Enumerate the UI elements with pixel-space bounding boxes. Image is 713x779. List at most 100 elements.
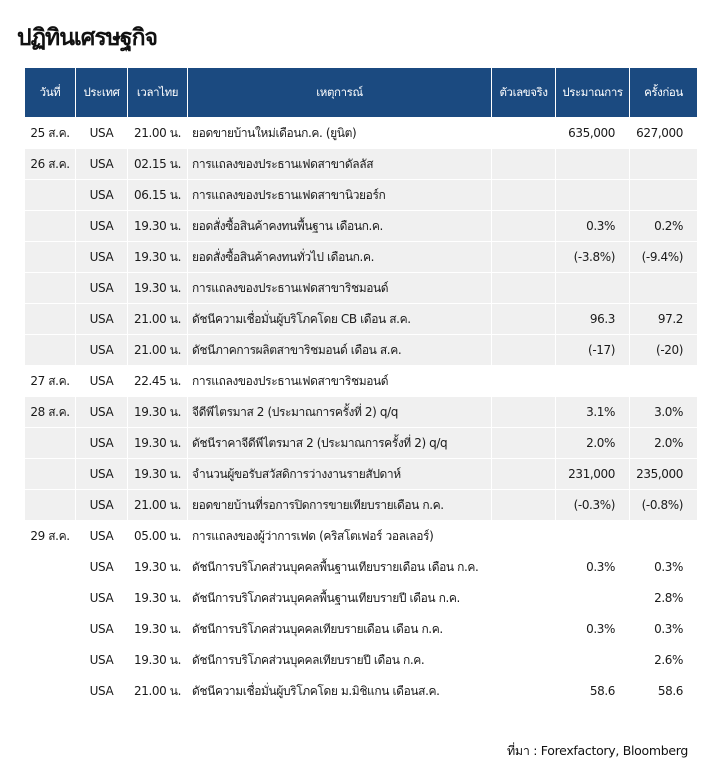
cell-event: ยอดสั่งซื้อสินค้าคงทนพื้นฐาน เดือนก.ค. — [187, 210, 492, 242]
cell-actual — [491, 117, 556, 149]
table-row: 27 ส.ค. USA 22.45 น. การแถลงของประธานเฟดสาข… — [24, 365, 698, 397]
cell-previous — [629, 520, 698, 552]
cell-forecast: (-17) — [555, 334, 630, 366]
table-row: 25 ส.ค. USA 21.00 น. ยอดขายบ้านใหม่เดือนก.ค… — [24, 117, 698, 149]
column-header-forecast: ประมาณการ — [555, 68, 630, 118]
table-row: USA 19.30 น. ยอดสั่งซื้อสินค้าคงทนพื้นฐาน … — [24, 210, 698, 242]
cell-actual — [491, 365, 556, 397]
cell-date: 28 ส.ค. — [24, 396, 76, 428]
cell-date: 27 ส.ค. — [24, 365, 76, 397]
cell-event: ยอดสั่งซื้อสินค้าคงทนทั่วไป เดือนก.ค. — [187, 241, 492, 273]
cell-date — [24, 675, 76, 707]
cell-event: ดัชนีความเชื่อมั่นผู้บริโภคโดย CB เดือน … — [187, 303, 492, 335]
table-row: USA 19.30 น. ดัชนีราคาจีดีพีไตรมาส 2 (ประม… — [24, 427, 698, 459]
cell-country: USA — [75, 613, 128, 645]
cell-date: 25 ส.ค. — [24, 117, 76, 149]
source-note: ที่มา : Forexfactory, Bloomberg — [506, 743, 688, 758]
cell-previous: 97.2 — [629, 303, 698, 335]
cell-actual — [491, 613, 556, 645]
cell-actual — [491, 148, 556, 180]
cell-actual — [491, 272, 556, 304]
table-row: USA 19.30 น. ดัชนีการบริโภคส่วนบุคคลพื้นฐา… — [24, 551, 698, 583]
cell-time: 19.30 น. — [127, 427, 188, 459]
cell-forecast: 0.3% — [555, 613, 630, 645]
cell-forecast: 58.6 — [555, 675, 630, 707]
cell-forecast: 0.3% — [555, 551, 630, 583]
cell-previous: 0.3% — [629, 613, 698, 645]
column-header-time: เวลาไทย — [127, 68, 188, 118]
cell-actual — [491, 582, 556, 614]
cell-time: 21.00 น. — [127, 117, 188, 149]
cell-date — [24, 334, 76, 366]
cell-time: 21.00 น. — [127, 334, 188, 366]
cell-time: 22.45 น. — [127, 365, 188, 397]
cell-date — [24, 613, 76, 645]
cell-time: 19.30 น. — [127, 241, 188, 273]
table-row: USA 19.30 น. จำนวนผู้ขอรับสวัสดิการว่างงาน… — [24, 458, 698, 490]
table-row: USA 19.30 น. การแถลงของประธานเฟดสาขาริชมอน… — [24, 272, 698, 304]
cell-time: 21.00 น. — [127, 489, 188, 521]
cell-actual — [491, 241, 556, 273]
cell-country: USA — [75, 427, 128, 459]
cell-event: ดัชนีราคาจีดีพีไตรมาส 2 (ประมาณการครั้งท… — [187, 427, 492, 459]
cell-event: การแถลงของประธานเฟดสาขาดัลลัส — [187, 148, 492, 180]
cell-actual — [491, 427, 556, 459]
cell-time: 21.00 น. — [127, 303, 188, 335]
cell-time: 19.30 น. — [127, 613, 188, 645]
cell-event: การแถลงของประธานเฟดสาขาริชมอนด์ — [187, 365, 492, 397]
cell-forecast: 96.3 — [555, 303, 630, 335]
cell-date — [24, 241, 76, 273]
cell-event: การแถลงของประธานเฟดสาขาริชมอนด์ — [187, 272, 492, 304]
cell-country: USA — [75, 489, 128, 521]
cell-country: USA — [75, 551, 128, 583]
cell-previous: 627,000 — [629, 117, 698, 149]
cell-actual — [491, 334, 556, 366]
cell-forecast — [555, 365, 630, 397]
cell-previous: 2.6% — [629, 644, 698, 676]
cell-country: USA — [75, 644, 128, 676]
cell-previous — [629, 148, 698, 180]
cell-country: USA — [75, 520, 128, 552]
cell-time: 19.30 น. — [127, 210, 188, 242]
column-header-country: ประเทศ — [75, 68, 128, 118]
cell-forecast — [555, 644, 630, 676]
cell-event: ดัชนีความเชื่อมั่นผู้บริโภคโดย ม.มิชิแกน… — [187, 675, 492, 707]
cell-event: ดัชนีการบริโภคส่วนบุคคลพื้นฐานเทียบรายเด… — [187, 551, 492, 583]
table-row: USA 19.30 น. ดัชนีการบริโภคส่วนบุคคลเทียบร… — [24, 613, 698, 645]
cell-country: USA — [75, 148, 128, 180]
column-header-event: เหตุการณ์ — [187, 68, 492, 118]
table-row: USA 21.00 น. ดัชนีความเชื่อมั่นผู้บริโภคโด… — [24, 675, 698, 707]
cell-event: ดัชนีการบริโภคส่วนบุคคลพื้นฐานเทียบรายปี… — [187, 582, 492, 614]
page-title: ปฏิทินเศรษฐกิจ — [17, 25, 158, 51]
cell-country: USA — [75, 272, 128, 304]
cell-forecast — [555, 148, 630, 180]
cell-date — [24, 179, 76, 211]
cell-forecast — [555, 520, 630, 552]
cell-event: ดัชนีการบริโภคส่วนบุคคลเทียบรายเดือน เดื… — [187, 613, 492, 645]
cell-date: 26 ส.ค. — [24, 148, 76, 180]
cell-date: 29 ส.ค. — [24, 520, 76, 552]
column-header-actual: ตัวเลขจริง — [491, 68, 556, 118]
cell-forecast: (-0.3%) — [555, 489, 630, 521]
cell-time: 19.30 น. — [127, 272, 188, 304]
economic-calendar-table: วันที่ ประเทศ เวลาไทย เหตุการณ์ ตัวเลขจร… — [24, 68, 698, 707]
cell-previous: (-20) — [629, 334, 698, 366]
cell-event: การแถลงของผู้ว่าการเฟด (คริสโตเฟอร์ วอลเ… — [187, 520, 492, 552]
cell-previous: 3.0% — [629, 396, 698, 428]
cell-forecast: 635,000 — [555, 117, 630, 149]
cell-country: USA — [75, 179, 128, 211]
cell-date — [24, 551, 76, 583]
cell-country: USA — [75, 396, 128, 428]
cell-time: 21.00 น. — [127, 675, 188, 707]
cell-event: จีดีพีไตรมาส 2 (ประมาณการครั้งที่ 2) q/q — [187, 396, 492, 428]
table-row: USA 19.30 น. ดัชนีการบริโภคส่วนบุคคลเทียบร… — [24, 644, 698, 676]
cell-actual — [491, 396, 556, 428]
cell-country: USA — [75, 241, 128, 273]
cell-date — [24, 272, 76, 304]
table-row: USA 19.30 น. ยอดสั่งซื้อสินค้าคงทนทั่วไป เ… — [24, 241, 698, 273]
cell-previous — [629, 272, 698, 304]
cell-actual — [491, 551, 556, 583]
cell-previous: 2.0% — [629, 427, 698, 459]
cell-actual — [491, 458, 556, 490]
cell-country: USA — [75, 365, 128, 397]
